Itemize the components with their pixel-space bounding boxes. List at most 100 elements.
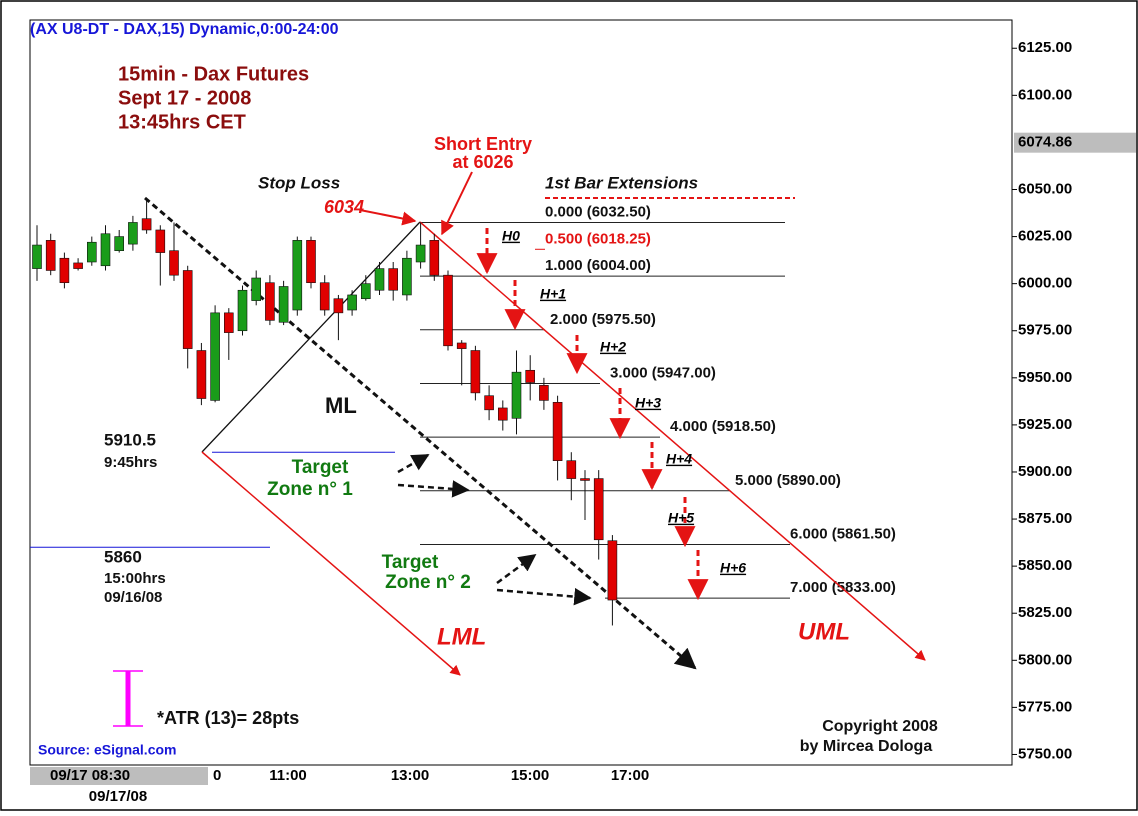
x-tick-label: 15:00: [511, 767, 549, 784]
title-line: Sept 17 - 2008: [118, 87, 251, 109]
y-tick-label: 6050.00: [1018, 180, 1072, 197]
candle-body: [388, 268, 399, 291]
levels: 0.000 (6032.50) 0.500 (6018.25) 1.000 (600…: [30, 203, 896, 599]
x-tick-label: 13:00: [391, 767, 429, 784]
lower-median-line: [201, 451, 461, 676]
candle-body: [59, 257, 70, 284]
level-label: 2.000 (5975.50): [550, 311, 656, 328]
candle-body: [429, 240, 440, 276]
source: Source: eSignal.com: [38, 742, 176, 758]
candle-body: [443, 274, 453, 347]
y-tick-label: 5775.00: [1018, 698, 1072, 715]
pivot-time: 9:45hrs: [104, 454, 157, 471]
candle-body: [169, 250, 179, 276]
level-label: 5.000 (5890.00): [735, 472, 841, 489]
candle-body: [237, 289, 248, 332]
x-tick-label: 0: [213, 767, 221, 784]
level-label: 4.000 (5918.50): [670, 418, 776, 435]
extension-label: H+4: [666, 451, 692, 467]
candle-body: [360, 283, 371, 300]
candle-body: [196, 350, 207, 399]
header: (AX U8-DT - DAX,15) Dynamic,0:00-24:00: [30, 21, 339, 38]
candle-body: [87, 241, 97, 263]
extension-label: H+6: [720, 560, 746, 576]
title-line: 13:45hrs CET: [118, 111, 246, 133]
candle-body: [155, 229, 166, 253]
arrow: [496, 553, 537, 585]
pivot-time: 15:00hrs: [104, 570, 166, 587]
arrow: [397, 480, 470, 498]
extension-label: H+2: [600, 339, 626, 355]
candle-body: [32, 244, 42, 269]
copyright: by Mircea Dologa: [800, 738, 933, 755]
level-label: 1.000 (6004.00): [545, 257, 651, 274]
candle-body: [511, 371, 522, 419]
short-entry: Short Entry: [434, 134, 532, 154]
candles: [32, 198, 618, 626]
candle-body: [128, 222, 138, 245]
candle-body: [319, 282, 330, 311]
uml-label: UML: [798, 618, 850, 645]
upper-median-line: [419, 221, 926, 661]
candle-body: [251, 277, 261, 301]
candle-body: [456, 342, 467, 349]
y-tick-label: 5950.00: [1018, 369, 1072, 386]
extensions-title: 1st Bar Extensions: [545, 173, 698, 192]
pivot-value: 5910.5: [104, 430, 156, 449]
y-tick-label: 5825.00: [1018, 604, 1072, 621]
candle-body: [470, 350, 481, 394]
candle-body: [306, 240, 316, 284]
pivot-value: 5860: [104, 547, 142, 566]
candle-body: [141, 218, 152, 231]
x-label-highlight: [30, 767, 208, 785]
y-tick-label: 5800.00: [1018, 651, 1072, 668]
extension-arrows: [476, 228, 709, 601]
candle-body: [497, 407, 508, 421]
candle-body: [402, 257, 412, 296]
x-tick-label: 17:00: [611, 767, 649, 784]
y-tick-label: 6100.00: [1018, 86, 1072, 103]
y-tick-label: 6125.00: [1018, 39, 1072, 56]
level-label: 7.000 (5833.00): [790, 579, 896, 596]
atr-bar: [113, 670, 143, 727]
level-label: 0.000 (6032.50): [545, 203, 651, 220]
y-axis: 6125.00 6100.00 6050.00 6025.00 6000.00 5975.…: [1012, 39, 1136, 762]
target-label: Target: [382, 552, 439, 573]
entry-arrow: [441, 171, 473, 236]
target-label: Zone n° 2: [385, 572, 471, 593]
copyright: Copyright 2008: [822, 718, 938, 735]
last-price: 6074.86: [1018, 134, 1072, 151]
median-line: [144, 196, 697, 670]
target-label: Target: [292, 457, 349, 478]
y-tick-label: 5925.00: [1018, 416, 1072, 433]
candle-body: [552, 401, 563, 461]
candle-body: [100, 233, 111, 267]
y-tick-label: 5975.00: [1018, 322, 1072, 339]
arrow: [397, 453, 430, 474]
target-label: Zone n° 1: [267, 479, 353, 500]
level-label: 0.500 (6018.25): [545, 230, 651, 247]
candle-body: [580, 478, 590, 481]
level-label: 3.000 (5947.00): [610, 364, 716, 381]
y-tick-label: 5750.00: [1018, 745, 1072, 762]
candle-body: [415, 244, 426, 263]
stop-loss: Stop Loss: [258, 173, 340, 192]
candle-body: [525, 369, 536, 383]
atr-label: *ATR (13)= 28pts: [157, 708, 299, 728]
target-arrows: [397, 453, 592, 606]
extension-label: H0: [502, 228, 520, 244]
candle-body: [607, 540, 618, 601]
title-line: 15min - Dax Futures: [118, 63, 309, 85]
candle-body: [114, 236, 124, 251]
candle-body: [265, 282, 275, 321]
ml-label: ML: [325, 393, 357, 418]
arrow: [496, 587, 592, 606]
x-sublabel: 09/17/08: [89, 788, 147, 805]
candle-body: [182, 270, 193, 349]
candle-body: [593, 478, 604, 541]
short-entry: at 6026: [452, 152, 513, 172]
candle-body: [278, 286, 289, 323]
candle-body: [374, 268, 385, 291]
